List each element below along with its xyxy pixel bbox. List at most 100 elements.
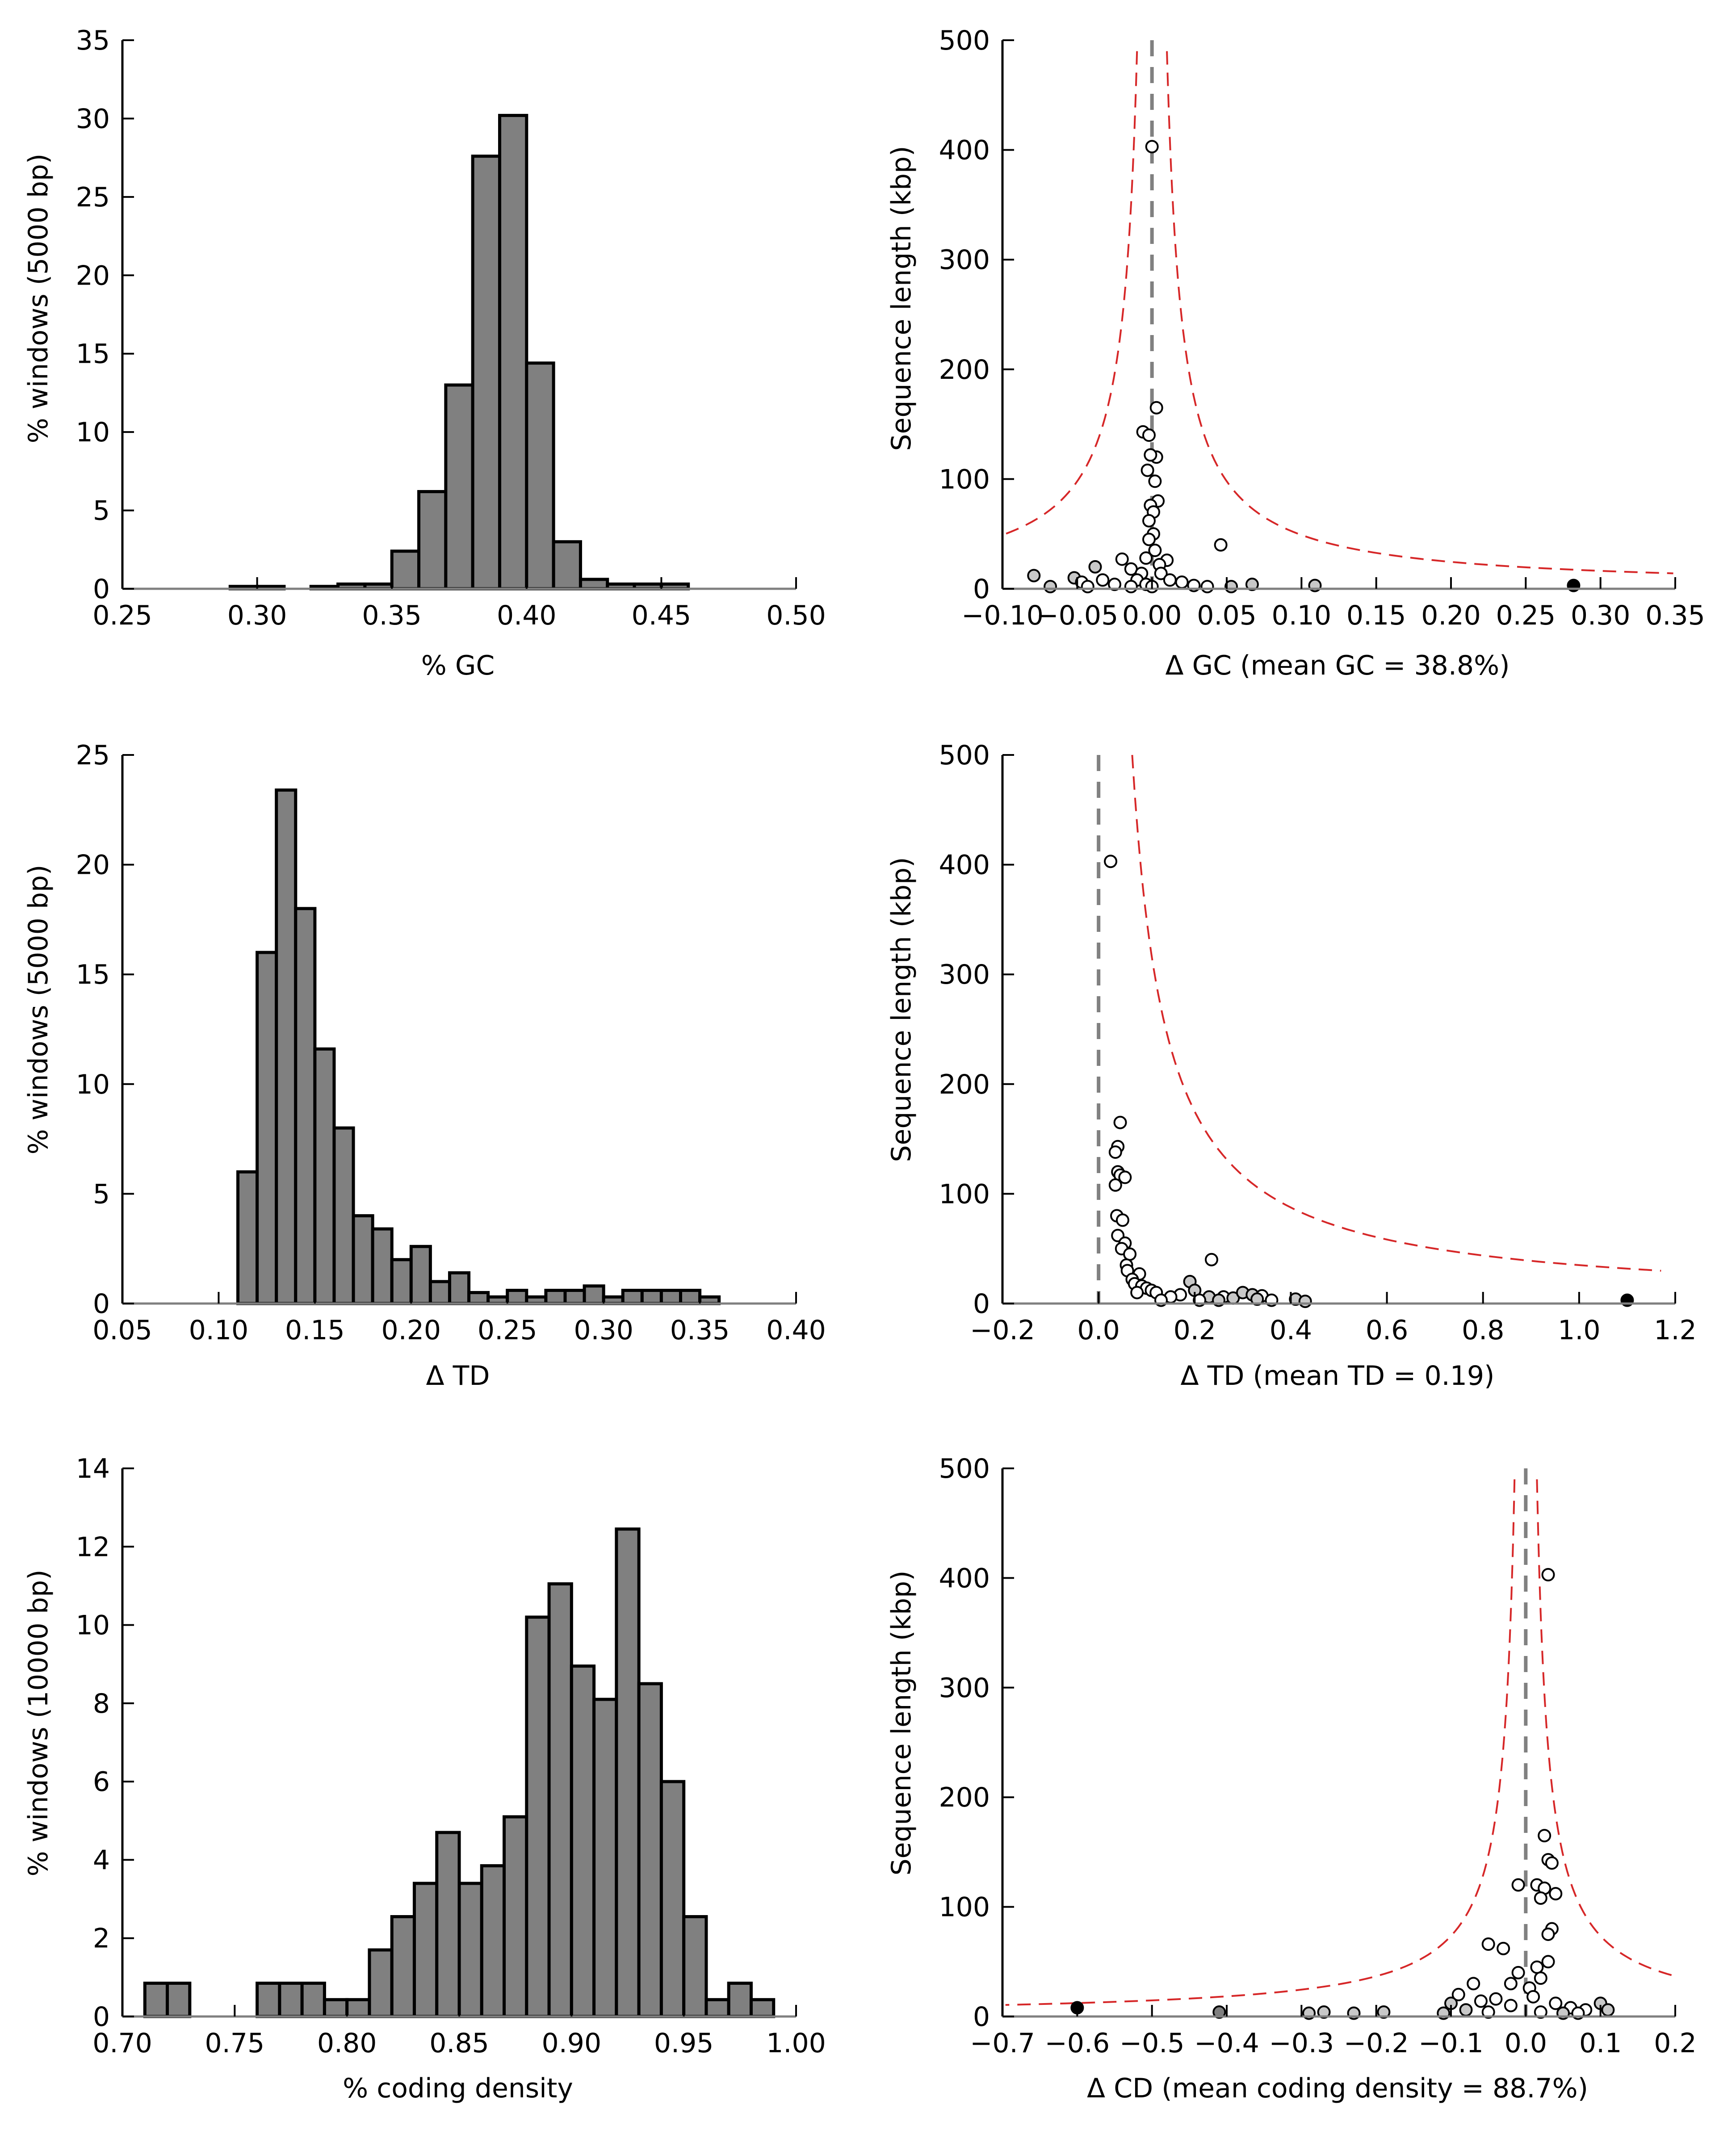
gc-histogram-y-tick-label: 35 — [76, 25, 110, 56]
panel-cd-histogram: 0.70 0.75 0.80 0.85 0.90 0.95 1.0002468101214 … — [23, 1453, 826, 2104]
cd-scatter-x-tick-label: −0.5 — [1120, 2028, 1185, 2059]
gc-scatter-point — [1214, 538, 1228, 552]
td-scatter-x-tick-label: 0.6 — [1366, 1315, 1408, 1346]
cd-scatter-point — [1317, 2005, 1331, 2019]
td-histogram-plot: 0.05 0.10 0.15 0.20 0.25 0.30 0.35 0.40 0 5 10 15 20… — [76, 740, 826, 1346]
td-scatter-point — [1108, 1145, 1122, 1159]
gc-scatter-point — [1175, 575, 1189, 589]
gc-scatter-x-tick-label: 0.20 — [1421, 600, 1481, 631]
td-histogram-bar — [332, 1126, 355, 1305]
td-scatter-plot: −0.2 0.0 0.2 0.4 0.6 0.8 1.0 1.2 0 100 200 300 400 50… — [939, 740, 1696, 1346]
gc-scatter-xlabel: Δ GC (mean GC = 38.8%) — [1165, 650, 1510, 681]
cd-scatter-y-tick-label: 100 — [939, 1892, 990, 1923]
cd-scatter-y-tick-label: 200 — [939, 1782, 990, 1813]
cd-scatter-point — [1526, 1990, 1540, 2004]
cd-scatter-point — [1467, 1977, 1480, 1991]
td-histogram-bar — [583, 1284, 605, 1305]
cd-scatter-x-tick-label: −0.1 — [1418, 2028, 1484, 2059]
gc-histogram-x-tick-label: 0.40 — [497, 600, 557, 631]
gc-scatter-point — [1108, 578, 1121, 591]
gc-scatter-x-tick-label: 0.00 — [1122, 600, 1182, 631]
cd-scatter-x-tick-label: −0.2 — [1344, 2028, 1409, 2059]
gc-scatter-x-tick-label: 0.35 — [1645, 600, 1705, 631]
td-histogram-bar — [679, 1289, 702, 1305]
td-scatter-x-tick-label: −0.2 — [970, 1315, 1035, 1346]
cd-scatter-point — [1534, 1971, 1547, 1985]
td-scatter-y-tick-label: 0 — [973, 1288, 990, 1320]
td-scatter-bound-curve-right — [1131, 755, 1661, 1272]
td-scatter-point — [1113, 1115, 1127, 1129]
gc-histogram-bar — [498, 113, 528, 591]
cd-scatter-point — [1601, 2003, 1615, 2017]
cd-scatter-point — [1497, 1941, 1510, 1955]
td-scatter-y-tick-label: 300 — [939, 959, 990, 990]
cd-scatter-point — [1481, 1937, 1495, 1951]
cd-histogram-bar — [659, 1780, 686, 2018]
cd-scatter-point — [1538, 1829, 1551, 1843]
cd-histogram-bar — [682, 1915, 708, 2018]
td-histogram-bar — [371, 1227, 394, 1305]
cd-histogram-y-tick-label: 14 — [76, 1453, 110, 1484]
cd-histogram-bar — [480, 1864, 506, 2018]
gc-histogram-y-tick-label: 5 — [93, 495, 110, 527]
cd-scatter-point — [1474, 1994, 1488, 2008]
cd-histogram-y-tick-label: 4 — [93, 1845, 110, 1876]
td-histogram-x-tick-label: 0.25 — [478, 1315, 537, 1346]
cd-histogram-x-tick-label: 0.80 — [317, 2028, 377, 2059]
gc-scatter-x-tick-label: −0.10 — [961, 600, 1044, 631]
td-scatter-y-tick-label: 100 — [939, 1178, 990, 1210]
cd-histogram-bar — [435, 1831, 461, 2018]
cd-histogram-bar — [256, 1982, 281, 2018]
cd-histogram-bar — [323, 1998, 349, 2018]
td-scatter-x-tick-label: 0.0 — [1077, 1315, 1120, 1346]
td-scatter-point — [1123, 1247, 1137, 1261]
td-scatter-x-tick-label: 0.8 — [1462, 1315, 1504, 1346]
td-histogram-x-tick-label: 0.20 — [381, 1315, 441, 1346]
cd-histogram-bar — [570, 1664, 596, 2018]
gc-histogram-bar — [471, 155, 501, 591]
cd-histogram-y-tick-label: 0 — [93, 2001, 110, 2033]
gc-scatter-bound-curve-left — [1004, 51, 1138, 535]
cd-histogram-y-tick-label: 2 — [93, 1923, 110, 1954]
gc-histogram-y-tick-label: 15 — [76, 339, 110, 370]
td-scatter-point — [1250, 1292, 1264, 1306]
td-scatter-point — [1130, 1286, 1144, 1300]
cd-histogram-x-tick-label: 0.95 — [654, 2028, 714, 2059]
gc-histogram-bar — [390, 549, 421, 591]
gc-histogram-y-tick-label: 25 — [76, 182, 110, 213]
cd-histogram-bar — [143, 1982, 169, 2018]
cd-histogram-y-tick-label: 10 — [76, 1610, 110, 1641]
gc-histogram-bar — [417, 490, 448, 591]
cd-histogram-y-tick-label: 12 — [76, 1531, 110, 1563]
gc-scatter-x-tick-label: 0.05 — [1197, 600, 1257, 631]
panel-cd-scatter: −0.7 −0.6 −0.5 −0.4 −0.3 −0.2 −0.1 0.0 0.1 0.2 0 10… — [886, 1453, 1697, 2104]
td-scatter-xlabel: Δ TD (mean TD = 0.19) — [1181, 1360, 1495, 1392]
td-histogram-bar — [659, 1289, 682, 1305]
gc-histogram-x-tick-label: 0.45 — [632, 600, 692, 631]
td-scatter-y-tick-label: 400 — [939, 850, 990, 881]
td-scatter-y-tick-label: 500 — [939, 740, 990, 771]
cd-scatter-y-tick-label: 300 — [939, 1673, 990, 1704]
gc-scatter-point — [1163, 573, 1177, 587]
gc-scatter-point — [1144, 448, 1157, 462]
td-histogram-bar — [544, 1289, 567, 1305]
cd-scatter-y-tick-label: 500 — [939, 1453, 990, 1484]
cd-scatter-point — [1459, 2003, 1473, 2017]
panel-td-histogram: 0.05 0.10 0.15 0.20 0.25 0.30 0.35 0.40 0 5 10 15 20… — [23, 740, 826, 1392]
cd-scatter-point — [1545, 1856, 1559, 1870]
gc-scatter-x-tick-label: 0.25 — [1496, 600, 1556, 631]
gc-scatter-bound-curve-right — [1166, 51, 1673, 574]
cd-histogram-x-tick-label: 0.70 — [92, 2028, 152, 2059]
gc-scatter-point — [1245, 578, 1259, 591]
gc-scatter-point — [1142, 514, 1156, 528]
cd-histogram-x-tick-label: 1.00 — [766, 2028, 826, 2059]
cd-histogram-bar — [727, 1982, 753, 2018]
cd-histogram-bar — [166, 1982, 192, 2018]
cd-histogram-bar — [704, 1998, 730, 2018]
gc-scatter-point — [1027, 569, 1041, 583]
gc-scatter-point — [1148, 544, 1162, 558]
cd-histogram-x-tick-label: 0.90 — [542, 2028, 602, 2059]
gc-scatter-point — [1142, 532, 1156, 546]
td-scatter-point — [1108, 1178, 1122, 1192]
